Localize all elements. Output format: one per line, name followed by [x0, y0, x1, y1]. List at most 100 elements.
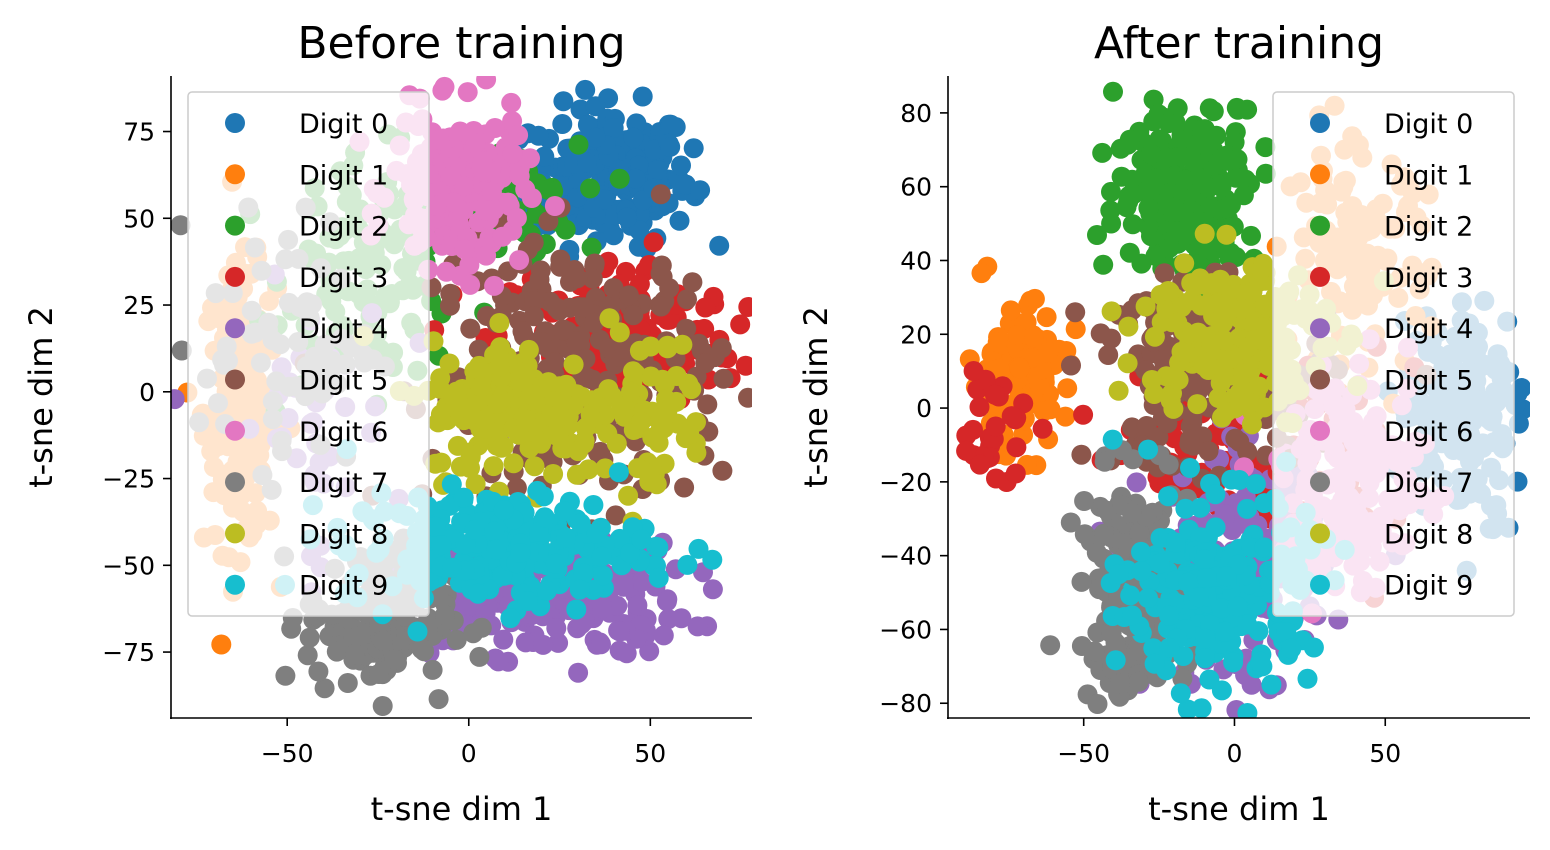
data-point: [625, 168, 646, 189]
data-point: [1144, 653, 1165, 674]
data-point: [528, 125, 549, 146]
data-point: [524, 290, 545, 311]
data-point: [613, 573, 634, 594]
data-point: [297, 645, 318, 666]
data-point: [429, 129, 450, 150]
legend-marker: [225, 574, 245, 595]
data-point: [1128, 671, 1149, 692]
data-point: [1121, 502, 1142, 523]
data-point: [1154, 263, 1175, 284]
data-point: [1158, 113, 1179, 134]
data-point: [652, 369, 673, 390]
data-point: [702, 579, 723, 600]
data-point: [956, 440, 977, 461]
data-point: [1131, 561, 1152, 582]
data-point: [1281, 638, 1302, 659]
legend-label: Digit 4: [1384, 314, 1473, 345]
data-point: [518, 339, 539, 360]
data-point: [446, 629, 467, 650]
data-point: [1205, 484, 1226, 505]
legend-marker: [1310, 266, 1330, 287]
data-point: [512, 362, 533, 383]
data-point: [623, 127, 644, 148]
data-point: [1232, 299, 1253, 320]
data-point: [1040, 635, 1061, 656]
legend-label: Digit 7: [299, 468, 388, 499]
data-point: [467, 583, 488, 604]
data-point: [660, 115, 681, 136]
data-point: [713, 368, 734, 389]
data-point: [422, 659, 443, 680]
data-point: [1102, 429, 1123, 450]
data-point: [550, 256, 571, 277]
data-point: [1032, 418, 1053, 439]
data-point: [1184, 152, 1205, 173]
data-point: [1094, 451, 1115, 472]
data-point: [1255, 163, 1276, 184]
data-point: [1188, 322, 1209, 343]
data-point: [489, 313, 510, 333]
data-point: [1216, 566, 1237, 587]
data-point: [484, 275, 505, 296]
data-point: [609, 528, 630, 549]
data-point: [610, 621, 630, 642]
data-point: [687, 616, 708, 637]
data-point: [1194, 223, 1215, 244]
data-point: [440, 283, 461, 304]
legend-label: Digit 1: [1384, 160, 1473, 191]
data-point: [1214, 330, 1235, 350]
legend-label: Digit 0: [1384, 109, 1473, 140]
legend-marker: [225, 113, 245, 133]
data-point: [1198, 177, 1219, 198]
data-point: [971, 263, 992, 284]
data-point: [1175, 498, 1196, 519]
data-point: [471, 617, 492, 638]
data-point: [1276, 622, 1297, 643]
data-point: [488, 340, 509, 361]
data-point: [556, 527, 576, 548]
data-point: [1093, 523, 1114, 544]
legend-label: Digit 7: [1384, 468, 1473, 499]
legend-marker: [225, 523, 245, 544]
data-point: [1119, 242, 1140, 263]
legend-marker: [1310, 369, 1330, 390]
data-point: [1197, 136, 1218, 157]
data-point: [569, 579, 590, 600]
data-point: [1198, 441, 1219, 462]
y-tick-label: −40: [879, 542, 932, 571]
data-point: [640, 336, 661, 357]
data-point: [1065, 319, 1086, 340]
data-point: [609, 168, 630, 189]
legend-marker: [1310, 113, 1330, 133]
y-tick-label: 50: [123, 204, 155, 233]
data-point: [454, 239, 475, 260]
y-tick-label: 75: [123, 118, 155, 147]
data-point: [969, 454, 990, 475]
data-point: [1100, 200, 1121, 221]
data-point: [1241, 225, 1261, 246]
data-point: [544, 352, 565, 373]
data-point: [573, 563, 594, 584]
x-tick-label: 50: [1369, 739, 1401, 768]
data-point: [372, 630, 393, 651]
data-point: [455, 534, 476, 555]
data-point: [1216, 224, 1237, 245]
data-point: [1006, 437, 1027, 458]
data-point: [540, 406, 561, 427]
data-point: [711, 338, 732, 359]
data-point: [1208, 388, 1229, 408]
data-point: [646, 536, 667, 557]
data-point: [688, 538, 709, 559]
data-point: [1163, 398, 1184, 419]
data-point: [603, 118, 624, 138]
data-point: [653, 625, 674, 646]
data-point: [1071, 444, 1092, 465]
data-point: [509, 166, 530, 187]
data-point: [581, 408, 602, 428]
x-tick-label: −50: [261, 739, 314, 768]
data-point: [1024, 327, 1044, 348]
data-point: [1119, 129, 1140, 150]
data-point: [407, 621, 428, 642]
data-point: [1227, 596, 1248, 617]
data-point: [1167, 312, 1188, 333]
